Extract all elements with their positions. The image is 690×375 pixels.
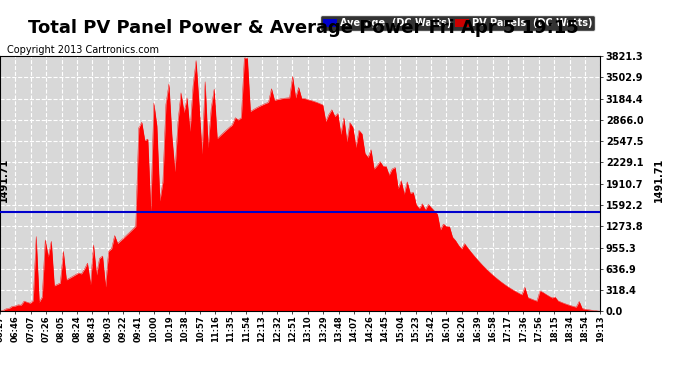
Text: Total PV Panel Power & Average Power Fri Apr 5 19:15: Total PV Panel Power & Average Power Fri… <box>28 19 579 37</box>
Text: 1491.71: 1491.71 <box>654 158 664 202</box>
Text: 1491.71: 1491.71 <box>0 158 8 202</box>
Text: Copyright 2013 Cartronics.com: Copyright 2013 Cartronics.com <box>7 45 159 55</box>
Legend: Average  (DC Watts), PV Panels  (DC Watts): Average (DC Watts), PV Panels (DC Watts) <box>319 15 595 31</box>
